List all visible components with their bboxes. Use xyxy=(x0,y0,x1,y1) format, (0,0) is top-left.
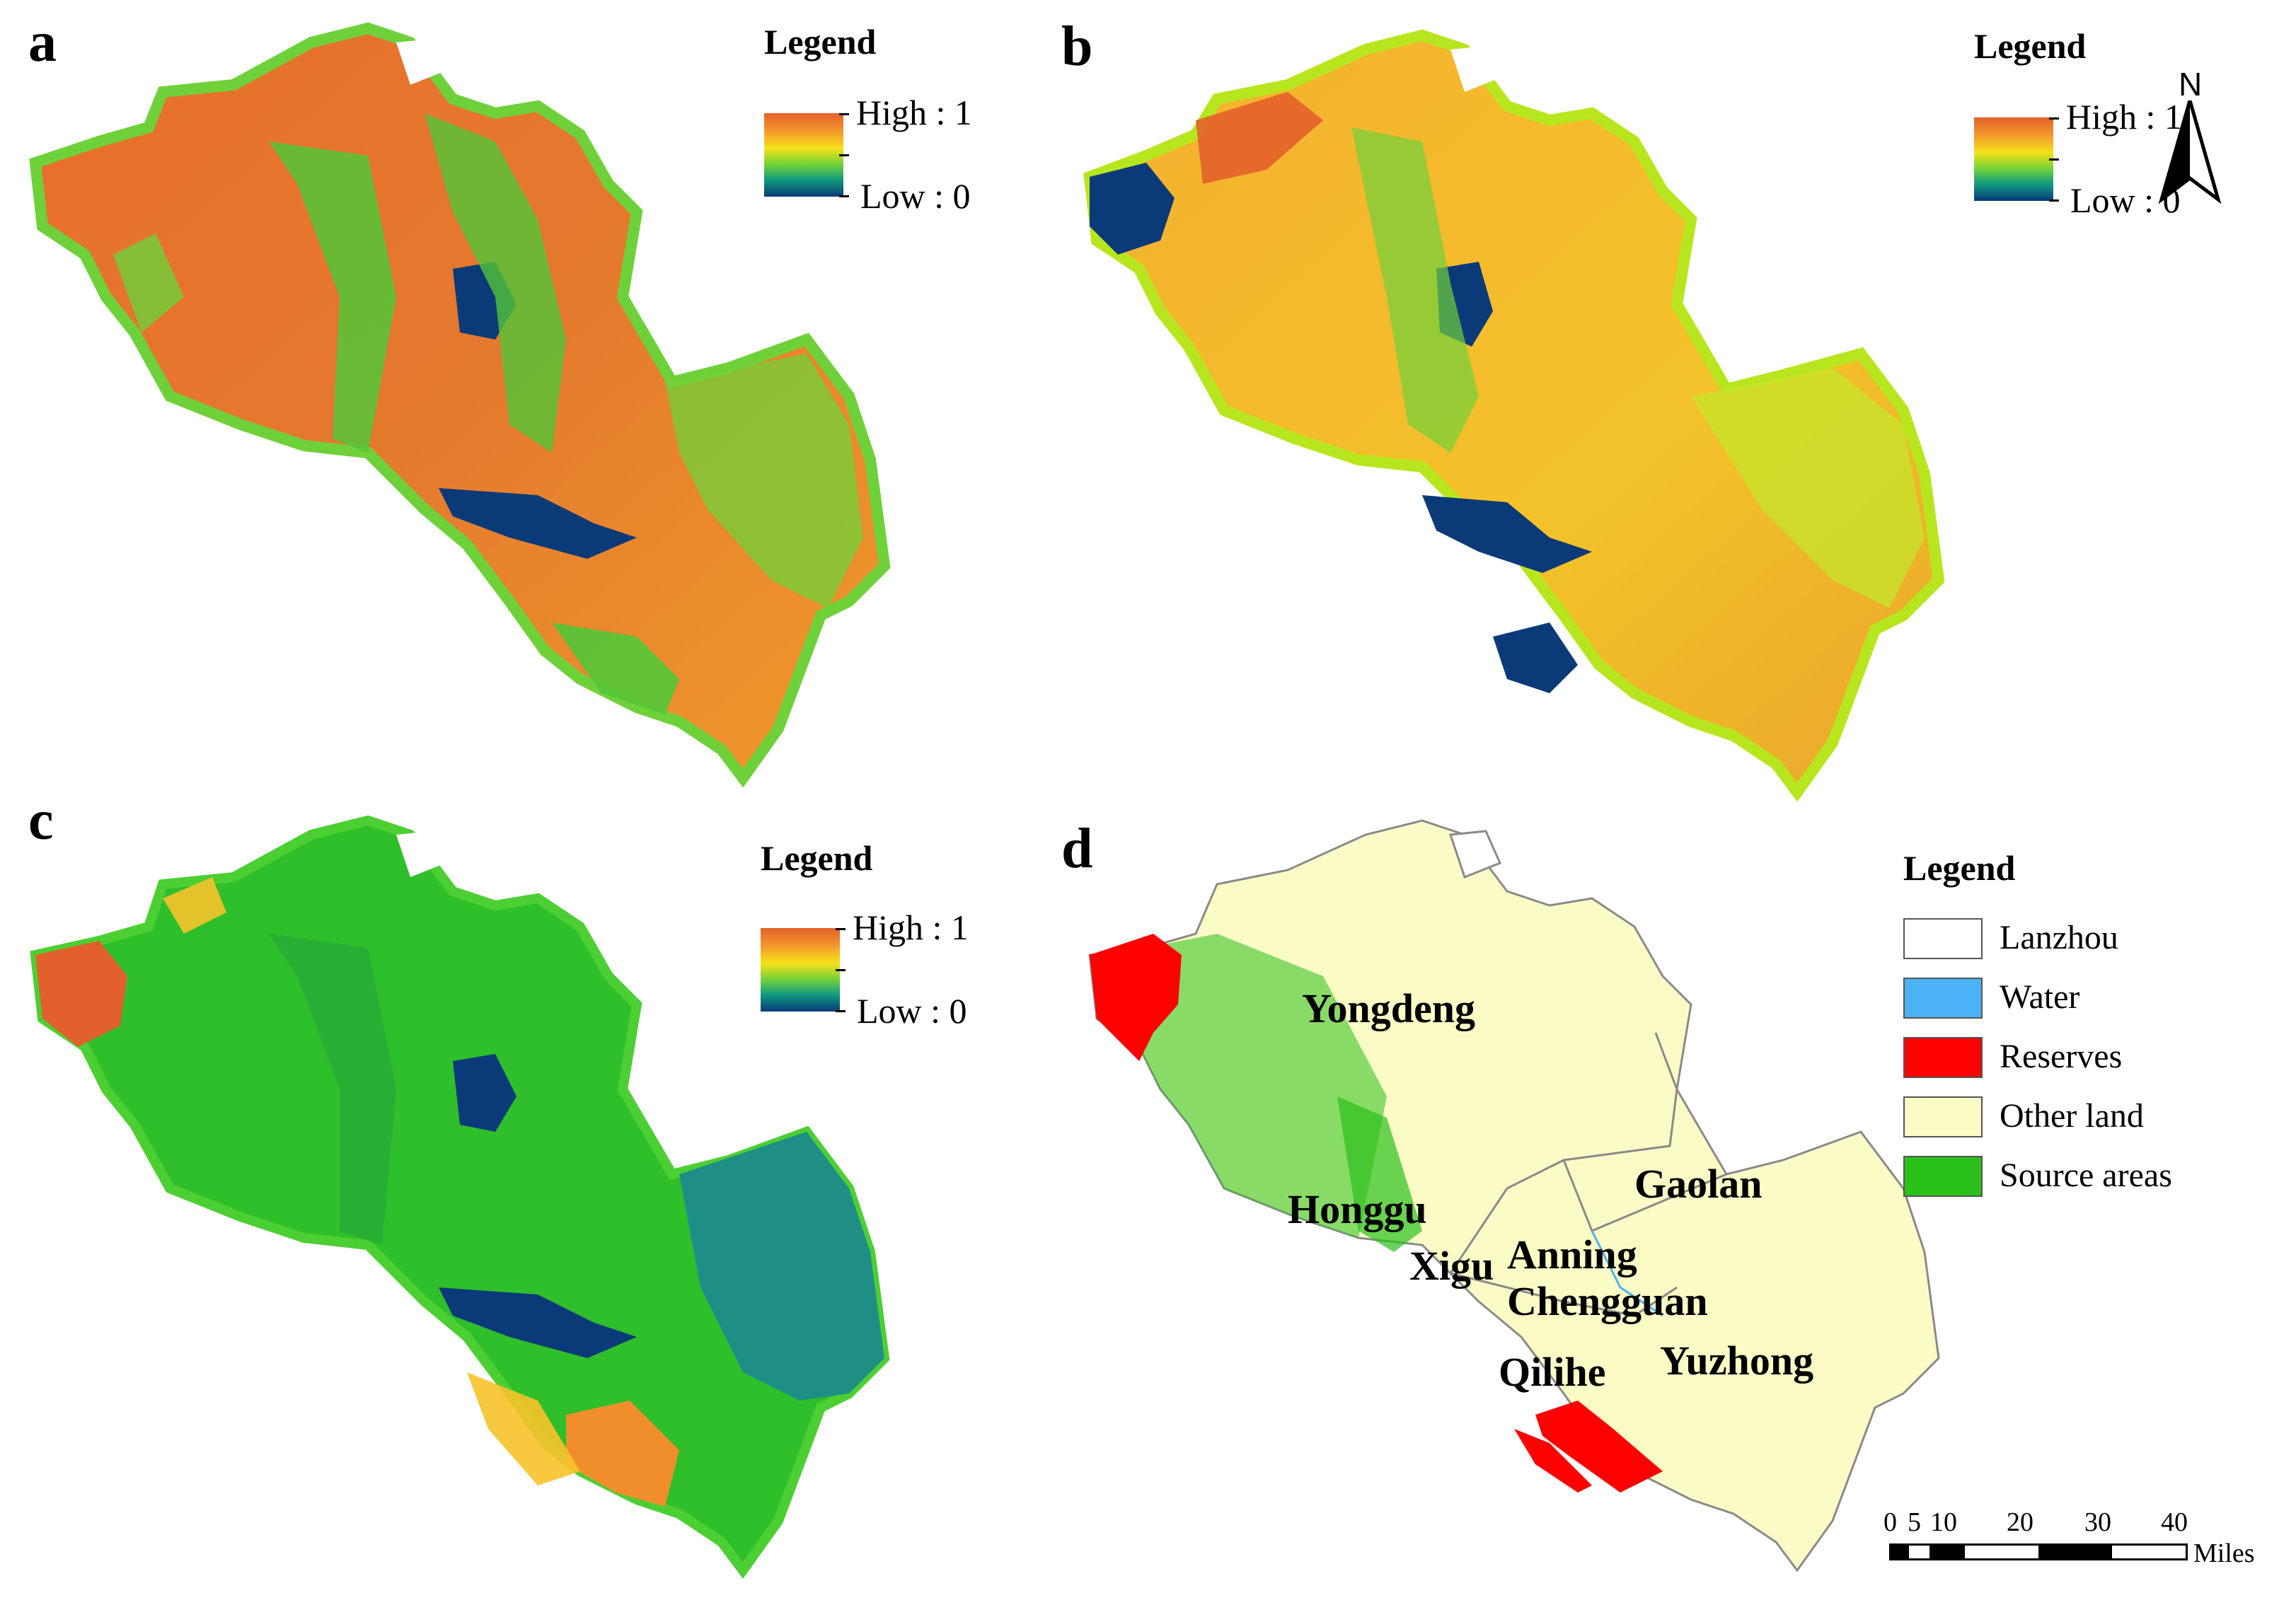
panel-letter-d: d xyxy=(1061,818,1093,880)
scale-unit: Miles xyxy=(2193,1539,2255,1568)
legend-title: Legend xyxy=(1974,26,2087,66)
panel-letter-a: a xyxy=(28,11,57,74)
ramp-tick-low xyxy=(839,195,849,197)
legend-swatch-lanzhou xyxy=(1903,918,1983,959)
suitability-map-a xyxy=(29,22,891,788)
scale-tick-40: 40 xyxy=(2161,1507,2188,1537)
north-label: N xyxy=(2179,66,2203,103)
panel-d: d Yongdeng Honggu Gaolan Xigu Anning Che… xyxy=(1054,792,2296,1622)
scale-tick-20: 20 xyxy=(2007,1507,2033,1537)
north-arrow-icon xyxy=(2158,100,2222,204)
scale-tick-10: 10 xyxy=(1930,1507,1957,1537)
ramp-low-label: Low : 0 xyxy=(860,176,971,216)
legend-label-lanzhou: Lanzhou xyxy=(2000,919,2118,956)
legend-swatch-reserves xyxy=(1903,1037,1983,1078)
legend-swatch-source-areas xyxy=(1903,1156,1983,1197)
district-label-yongdeng: Yongdeng xyxy=(1302,985,1475,1031)
district-label-xigu: Xigu xyxy=(1409,1243,1494,1289)
legend-title: Legend xyxy=(761,838,873,878)
ramp-tick-mid xyxy=(2049,158,2059,161)
district-label-anning: Anning xyxy=(1507,1232,1637,1278)
legend-label-reserves: Reserves xyxy=(2000,1038,2123,1075)
ramp-tick-mid xyxy=(836,969,846,971)
suitability-map-c xyxy=(30,815,890,1579)
panel-letter-b: b xyxy=(1061,16,1093,78)
lanzhou-outline-a xyxy=(29,22,891,788)
legend-label-water: Water xyxy=(2000,978,2080,1016)
district-label-gaolan: Gaolan xyxy=(1634,1161,1763,1207)
legend-title: Legend xyxy=(1903,848,2016,888)
legend-label-source-areas: Source areas xyxy=(2000,1157,2172,1194)
color-ramp xyxy=(764,113,843,197)
legend-swatch-water xyxy=(1903,978,1983,1019)
panel-letter-c: c xyxy=(28,789,54,852)
ramp-tick-low xyxy=(836,1010,846,1012)
district-label-honggu: Honggu xyxy=(1288,1186,1427,1232)
panel-c: c Legend High : 1 Low : 0 xyxy=(0,792,1104,1622)
color-ramp xyxy=(1974,117,2053,201)
ramp-high-label: High : 1 xyxy=(2066,97,2182,137)
lanzhou-boundary xyxy=(1088,819,1940,1572)
ramp-tick-high xyxy=(839,113,849,115)
north-arrow: N xyxy=(2154,65,2225,207)
ramp-high-label: High : 1 xyxy=(856,93,972,132)
legend-title: Legend xyxy=(764,22,877,62)
panel-a: a Legend High : 1 Low : 0 xyxy=(0,0,1104,792)
panel-b: b Legend High : 1 Low : 0 N xyxy=(1054,0,2296,813)
scale-bar: 0 5 10 20 30 40 Miles xyxy=(1875,1507,2271,1585)
ramp-tick-high xyxy=(836,928,846,930)
district-label-chengguan: Chengguan xyxy=(1507,1278,1708,1324)
scale-tick-30: 30 xyxy=(2084,1507,2111,1537)
ramp-tick-high xyxy=(2049,117,2059,120)
ramp-high-label: High : 1 xyxy=(853,908,969,947)
ramp-tick-low xyxy=(2049,199,2059,202)
legend-swatch-other-land xyxy=(1903,1096,1983,1137)
scale-bar-graphic xyxy=(1889,1543,2188,1560)
legend-label-other-land: Other land xyxy=(2000,1097,2144,1135)
scale-tick-0: 0 xyxy=(1883,1507,1897,1537)
color-ramp xyxy=(761,928,840,1012)
district-label-qilihe: Qilihe xyxy=(1499,1349,1606,1395)
ramp-tick-mid xyxy=(839,154,849,156)
scale-tick-5: 5 xyxy=(1908,1507,1921,1537)
suitability-map-b xyxy=(1083,29,1945,802)
district-label-yuzhong: Yuzhong xyxy=(1660,1338,1814,1384)
ramp-low-label: Low : 0 xyxy=(857,991,967,1031)
land-use-map-d xyxy=(1088,819,1940,1572)
